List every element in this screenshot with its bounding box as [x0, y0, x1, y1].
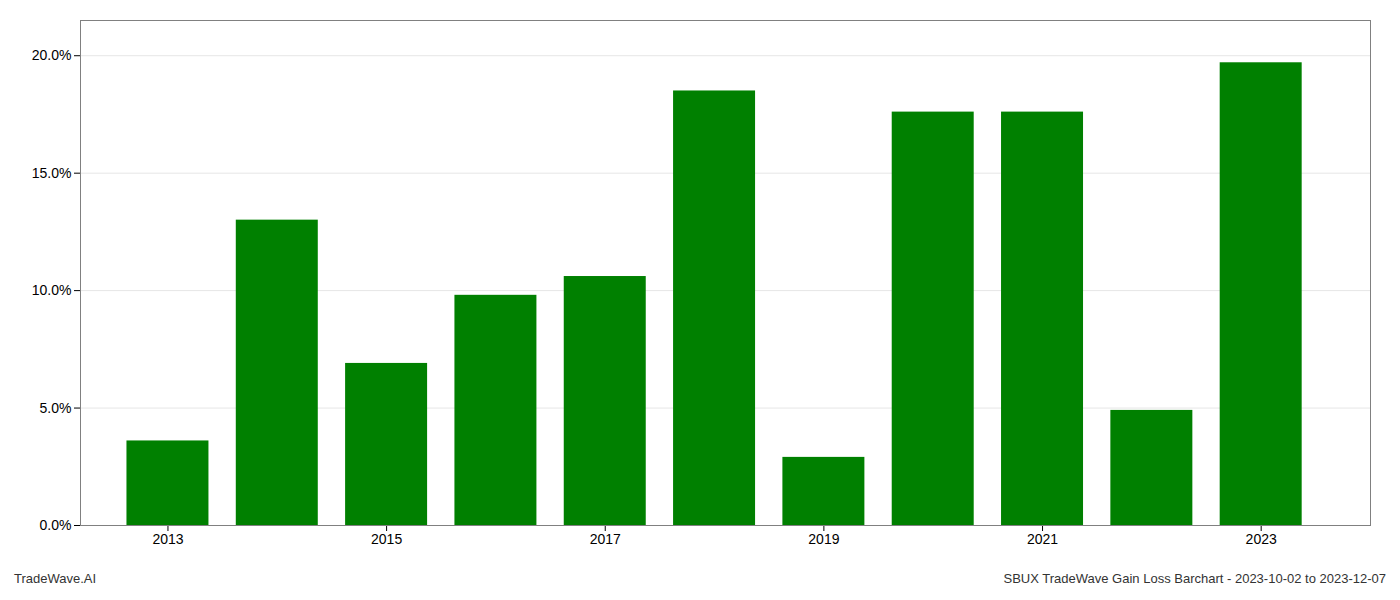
svg-text:15.0%: 15.0%	[32, 165, 72, 181]
svg-text:5.0%: 5.0%	[40, 400, 72, 416]
svg-text:2023: 2023	[1246, 531, 1277, 547]
svg-text:2019: 2019	[808, 531, 839, 547]
svg-text:2021: 2021	[1027, 531, 1058, 547]
svg-text:20.0%: 20.0%	[32, 47, 72, 63]
svg-text:2013: 2013	[152, 531, 183, 547]
svg-text:2017: 2017	[590, 531, 621, 547]
html-text:SBUX TradeWave Gain Loss Barch: SBUX TradeWave Gain Loss Barchart - 2023…	[1003, 571, 1386, 586]
svg-text:0.0%: 0.0%	[40, 517, 72, 533]
html-text:TradeWave.AI: TradeWave.AI	[14, 571, 97, 586]
svg-text:2015: 2015	[371, 531, 402, 547]
svg-text:10.0%: 10.0%	[32, 282, 72, 298]
